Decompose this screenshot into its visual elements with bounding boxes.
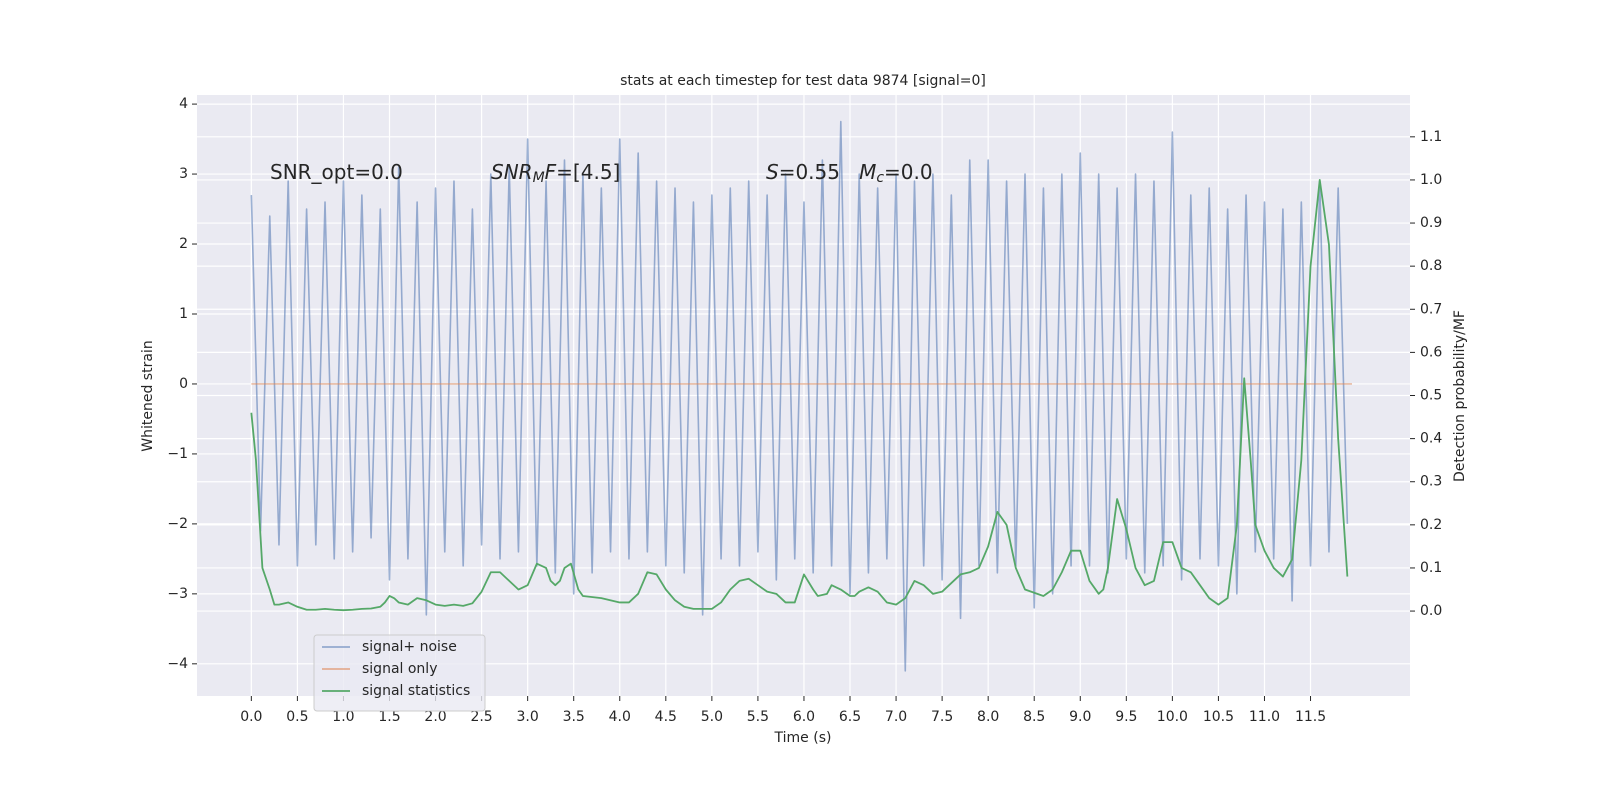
y2-tick-label: 1.1	[1420, 129, 1442, 145]
annotation-part: =[4.5]	[556, 160, 620, 184]
y2-tick-label: 1.0	[1420, 172, 1442, 188]
annotation-part: c	[876, 170, 884, 186]
x-tick-label: 3.0	[517, 709, 539, 725]
x-tick-label: 6.0	[793, 709, 815, 725]
y2-tick-label: 0.4	[1420, 431, 1442, 447]
series-line	[250, 120, 1349, 672]
x-tick-label: 1.5	[378, 709, 400, 725]
y2-axis-label: Detection probability/MF	[1452, 310, 1468, 482]
x-tick-label: 8.0	[977, 709, 999, 725]
x-tick-label: 9.5	[1115, 709, 1137, 725]
legend-label: signal only	[362, 661, 437, 677]
y-tick-label: −3	[167, 586, 188, 602]
y-tick-label: 4	[179, 96, 188, 112]
x-tick-label: 11.0	[1249, 709, 1280, 725]
x-tick-label: 10.5	[1203, 709, 1234, 725]
y2-tick-label: 0.9	[1420, 215, 1442, 231]
annotation: SNR_opt=0.0	[270, 160, 403, 184]
x-tick-label: 5.0	[701, 709, 723, 725]
y2-tick-label: 0.2	[1420, 517, 1442, 533]
x-tick-label: 6.5	[839, 709, 861, 725]
x-tick-label: 9.0	[1069, 709, 1091, 725]
y2-tick-label: 0.5	[1420, 388, 1442, 404]
x-tick-label: 0.0	[240, 709, 262, 725]
legend-box	[313, 634, 486, 712]
marks	[250, 120, 1352, 672]
x-tick-label: 8.5	[1023, 709, 1045, 725]
annotation-part: F	[545, 160, 557, 184]
y-tick-label: 1	[179, 306, 188, 322]
x-tick-label: 4.0	[609, 709, 631, 725]
y2-tick-label: 0.0	[1420, 603, 1442, 619]
y-tick-label: 2	[179, 236, 188, 252]
x-tick-label: 1.0	[332, 709, 354, 725]
y2-tick-label: 0.8	[1420, 258, 1442, 274]
annotation-part: M	[533, 170, 545, 186]
y2-tick-label: 0.1	[1420, 560, 1442, 576]
grid	[197, 95, 1410, 696]
annotation: S=0.55 Mc=0.0	[766, 160, 933, 187]
x-tick-label: 10.0	[1157, 709, 1188, 725]
y-tick-label: −2	[167, 516, 188, 532]
x-tick-label: 3.5	[563, 709, 585, 725]
annotation-part: S	[766, 160, 779, 184]
y-tick-label: 3	[179, 166, 188, 182]
legend-label: signal statistics	[362, 683, 470, 699]
x-tick-label: 4.5	[655, 709, 677, 725]
x-tick-label: 5.5	[747, 709, 769, 725]
y-tick-label: 0	[179, 376, 188, 392]
chart-title: stats at each timestep for test data 987…	[620, 73, 986, 89]
x-tick-label: 2.5	[470, 709, 492, 725]
x-tick-label: 7.0	[885, 709, 907, 725]
legend-label: signal+ noise	[362, 639, 457, 655]
x-tick-label: 2.0	[424, 709, 446, 725]
y2-tick-label: 0.6	[1420, 344, 1442, 360]
annotation-part: SNR_opt=0.0	[270, 160, 403, 184]
y-tick-label: −4	[167, 656, 188, 672]
x-tick-label: 7.5	[931, 709, 953, 725]
legend: signal+ noise signal only signal statistic…	[313, 634, 486, 712]
x-tick-label: 11.5	[1295, 709, 1326, 725]
annotation-part: =0.55	[779, 160, 859, 184]
annotation-part: =0.0	[884, 160, 933, 184]
series-line	[250, 179, 1349, 612]
y-axis-label: Whitened strain	[140, 340, 156, 451]
annotation-part: SNR	[491, 160, 533, 184]
y2-tick-label: 0.3	[1420, 474, 1442, 490]
annotation: SNRMF=[4.5]	[491, 160, 620, 187]
labels: 0.0 0.5 1.0 1.5 2.0 2.5 3.0 3.5 4.0 4.5 5.0 5.5 6.0 6…	[167, 96, 1442, 725]
x-axis-label: Time (s)	[774, 730, 832, 746]
y-tick-label: −1	[167, 446, 188, 462]
annotation-part: M	[859, 160, 876, 184]
x-tick-label: 0.5	[286, 709, 308, 725]
y2-tick-label: 0.7	[1420, 301, 1442, 317]
